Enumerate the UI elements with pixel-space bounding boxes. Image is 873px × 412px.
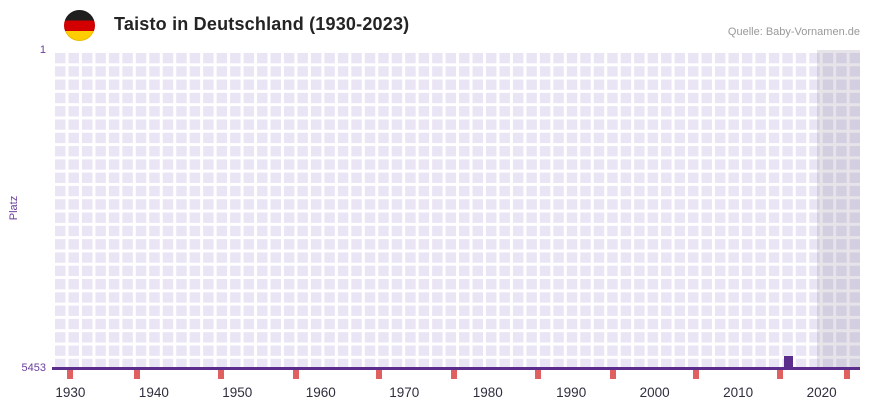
no-rank-marker (376, 370, 383, 379)
no-rank-marker (609, 370, 616, 379)
no-rank-marker (134, 370, 141, 379)
x-tick-label: 1940 (138, 385, 169, 400)
x-tick-label: 1970 (389, 385, 420, 400)
y-axis-label: Platz (8, 195, 20, 221)
no-rank-marker (217, 370, 224, 379)
x-tick-label: 1950 (222, 385, 253, 400)
x-tick-label: 2000 (639, 385, 670, 400)
plot-area (52, 50, 860, 369)
no-rank-marker (534, 370, 541, 379)
y-tick-top: 1 (39, 44, 46, 56)
x-tick-label: 2020 (806, 385, 837, 400)
x-tick-label: 1990 (556, 385, 587, 400)
no-rank-marker (67, 370, 74, 379)
y-tick-bottom: 5453 (21, 362, 46, 374)
no-rank-marker (451, 370, 458, 379)
german-flag-icon (64, 10, 95, 41)
no-rank-marker (776, 370, 783, 379)
rank-data-point[interactable] (783, 356, 793, 367)
chart-title: Taisto in Deutschland (1930-2023) (114, 14, 410, 34)
x-tick-label: 1930 (55, 385, 86, 400)
x-axis: 1930 1940 1950 1960 1970 1980 1990 2000 2010 2020 (0, 385, 873, 403)
x-tick-label: 1960 (305, 385, 336, 400)
source-credit: Quelle: Baby-Vornamen.de (727, 26, 860, 38)
x-tick-label: 2010 (723, 385, 754, 400)
no-rank-marker (292, 370, 299, 379)
recent-years-shaded-band (817, 50, 860, 369)
x-tick-label: 1980 (472, 385, 503, 400)
x-axis-line (52, 367, 860, 370)
no-rank-marker (693, 370, 700, 379)
no-rank-marker (843, 370, 850, 379)
